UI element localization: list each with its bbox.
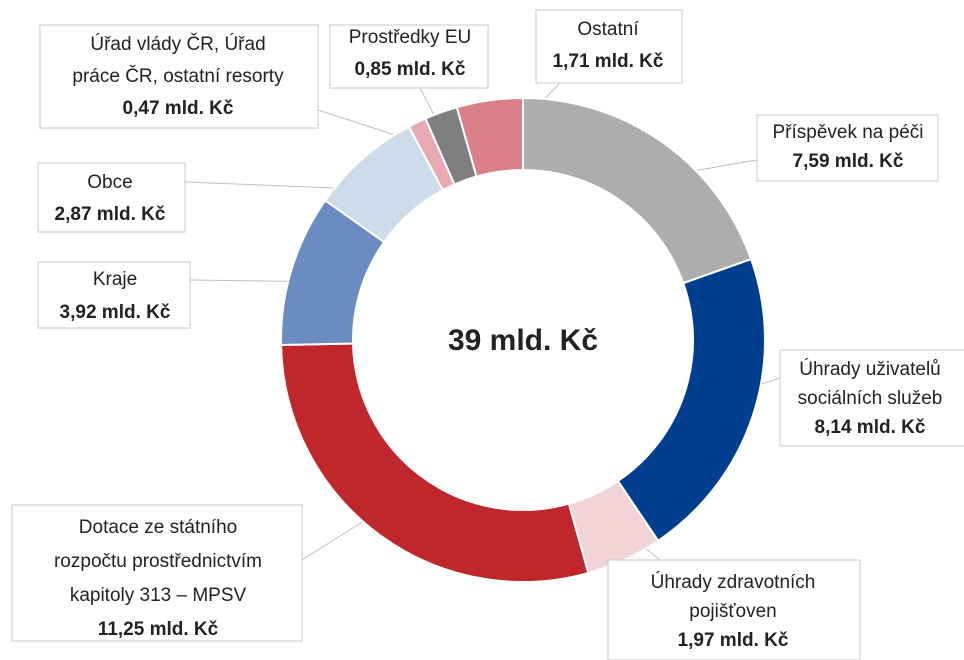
label-box	[756, 114, 939, 182]
category-label: Prostředky EU	[349, 27, 471, 48]
value-label: 8,14 mld. Kč	[815, 417, 926, 438]
label-box	[37, 261, 191, 329]
value-label: 1,71 mld. Kč	[553, 51, 664, 72]
label-box	[329, 24, 489, 89]
category-label: Úhrady uživatelů sociálních služeb	[798, 358, 943, 409]
label-box	[39, 24, 319, 129]
value-label: 1,97 mld. Kč	[678, 630, 789, 651]
value-label: 2,87 mld. Kč	[55, 204, 166, 225]
label-box	[37, 162, 186, 233]
category-label: Úřad vlády ČR, Úřad práce ČR, ostatní res…	[72, 33, 284, 87]
value-label: 7,59 mld. Kč	[793, 151, 904, 172]
value-label: 0,85 mld. Kč	[355, 59, 466, 80]
category-label: Příspěvek na péči	[772, 122, 923, 143]
donut-segment	[455, 96, 524, 178]
category-label: Obce	[87, 172, 132, 193]
label-box	[779, 349, 964, 447]
category-label: Úhrady zdravotních pojišťoven	[651, 571, 816, 622]
category-label: Dotace ze státního rozpočtu prostřednictv…	[54, 517, 262, 606]
value-label: 11,25 mld. Kč	[98, 619, 219, 640]
center-label: 39 mld. Kč	[448, 324, 598, 357]
category-label: Kraje	[93, 269, 137, 290]
label-box	[11, 504, 303, 642]
value-label: 3,92 mld. Kč	[60, 302, 171, 323]
leader-line	[317, 109, 396, 136]
label-box	[607, 559, 861, 660]
donut-segment	[280, 342, 590, 583]
value-label: 0,47 mld. Kč	[123, 98, 234, 119]
donut-segment	[522, 96, 753, 285]
label-box	[535, 9, 683, 84]
category-label: Ostatní	[577, 19, 639, 40]
donut-segment	[616, 257, 766, 543]
